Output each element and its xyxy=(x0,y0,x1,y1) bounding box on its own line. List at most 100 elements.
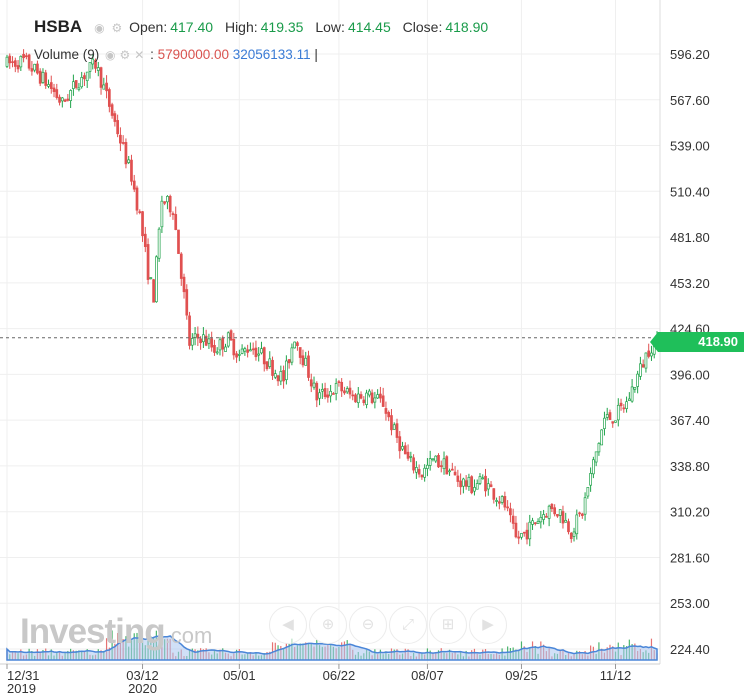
reset-button[interactable]: ⊞ xyxy=(429,606,467,644)
candle-body xyxy=(453,471,457,476)
candle-body xyxy=(276,375,280,382)
candle-body xyxy=(464,480,468,487)
scroll-left-button[interactable]: ◀ xyxy=(269,606,307,644)
candle-body xyxy=(229,330,233,341)
candle-body xyxy=(204,335,208,346)
scroll-right-button[interactable]: ▶ xyxy=(469,606,507,644)
candle-body xyxy=(260,348,263,354)
candle-body xyxy=(262,347,266,365)
candle-body xyxy=(417,469,421,475)
candle-body xyxy=(221,337,225,350)
candle-body xyxy=(326,394,330,398)
volume-value: 5790000.00 xyxy=(157,47,229,62)
candle-body xyxy=(390,415,393,431)
candle-body xyxy=(72,81,75,89)
candle-body xyxy=(481,477,485,480)
candle-body xyxy=(611,421,615,424)
chart-grid xyxy=(0,0,660,664)
candle-body xyxy=(130,159,133,182)
candle-body xyxy=(58,96,61,103)
candle-body xyxy=(285,360,288,381)
candle-body xyxy=(196,333,200,339)
fit-button[interactable]: ⤢ xyxy=(389,606,427,644)
gear-icon[interactable]: ⚙ xyxy=(111,21,123,35)
eye-icon[interactable]: ◉ xyxy=(105,48,116,62)
candle-body xyxy=(287,359,291,364)
candle-body xyxy=(412,457,415,471)
candle-body xyxy=(155,256,158,303)
candle-body xyxy=(647,350,651,357)
candle-body xyxy=(641,364,645,368)
candle-body xyxy=(497,501,501,504)
candle-body xyxy=(569,532,573,540)
candle-body xyxy=(177,229,180,254)
candle-body xyxy=(237,354,241,356)
candle-body xyxy=(38,70,42,84)
candle-body xyxy=(107,89,111,107)
candle-body xyxy=(119,134,122,144)
candle-body xyxy=(268,358,272,367)
candle-body xyxy=(486,483,490,490)
candle-body xyxy=(553,507,557,515)
ohlc-legend: HSBA ◉ ⚙ Open: 417.40 High: 419.35 Low: 414… xyxy=(34,17,496,37)
candle-body xyxy=(567,521,570,533)
candle-body xyxy=(622,407,626,410)
candle-body xyxy=(431,458,435,461)
candle-body xyxy=(409,455,413,458)
candle-body xyxy=(83,75,86,80)
candle-body xyxy=(74,80,78,88)
candle-body xyxy=(185,289,189,316)
gear-icon[interactable]: ⚙ xyxy=(119,48,131,62)
candle-body xyxy=(47,84,50,87)
candle-body xyxy=(556,514,559,517)
eye-icon[interactable]: ◉ xyxy=(94,21,105,35)
candle-body xyxy=(484,475,487,492)
zoom-out-button[interactable]: ⊖ xyxy=(349,606,387,644)
candle-body xyxy=(619,402,623,407)
candle-body xyxy=(644,352,648,369)
candle-body xyxy=(608,412,612,420)
candle-body xyxy=(536,521,540,524)
candle-body xyxy=(470,476,474,494)
candle-body xyxy=(337,381,341,383)
open-label: Open: xyxy=(129,19,168,35)
candle-body xyxy=(633,386,637,390)
candle-body xyxy=(517,536,521,539)
candle-body xyxy=(522,531,526,534)
arrow-left-icon: ◀ xyxy=(282,616,294,633)
x-tick-label: 09/25 xyxy=(505,668,538,683)
volume-legend: Volume (9) ◉ ⚙ ✕ : 5790000.00 32056133.11 … xyxy=(34,47,318,62)
candle-body xyxy=(332,393,335,395)
candle-body xyxy=(138,211,142,213)
candle-body xyxy=(152,279,155,303)
last-price-badge: 418.90 xyxy=(650,332,744,352)
candle-body xyxy=(143,233,147,247)
candle-body xyxy=(213,344,216,353)
candle-body xyxy=(356,393,360,404)
volume-ma-value: 32056133.11 xyxy=(232,47,311,62)
candle-body xyxy=(207,338,211,344)
candle-body xyxy=(500,496,504,503)
close-icon[interactable]: ✕ xyxy=(134,48,145,62)
zoom-out-icon: ⊖ xyxy=(361,616,375,633)
candle-body xyxy=(423,467,427,478)
watermark-brand: Investing xyxy=(20,612,166,651)
candle-body xyxy=(33,63,37,71)
candle-body xyxy=(456,475,460,482)
x-tick-label: 08/07 xyxy=(411,668,444,683)
candle-body xyxy=(636,373,639,387)
low-value: 414.45 xyxy=(347,19,391,35)
candle-body xyxy=(88,62,92,72)
y-tick-label: 396.00 xyxy=(670,367,710,382)
x-tick-sublabel: 2020 xyxy=(128,681,157,696)
volume-label: Volume (9) xyxy=(34,47,100,62)
candle-body xyxy=(265,361,269,370)
zoom-in-button[interactable]: ⊕ xyxy=(309,606,347,644)
candle-body xyxy=(298,347,302,358)
candle-body xyxy=(91,58,95,65)
volume-separator: : xyxy=(150,47,154,62)
candle-body xyxy=(174,214,178,230)
candle-body xyxy=(387,412,391,418)
low-label: Low: xyxy=(315,19,345,35)
